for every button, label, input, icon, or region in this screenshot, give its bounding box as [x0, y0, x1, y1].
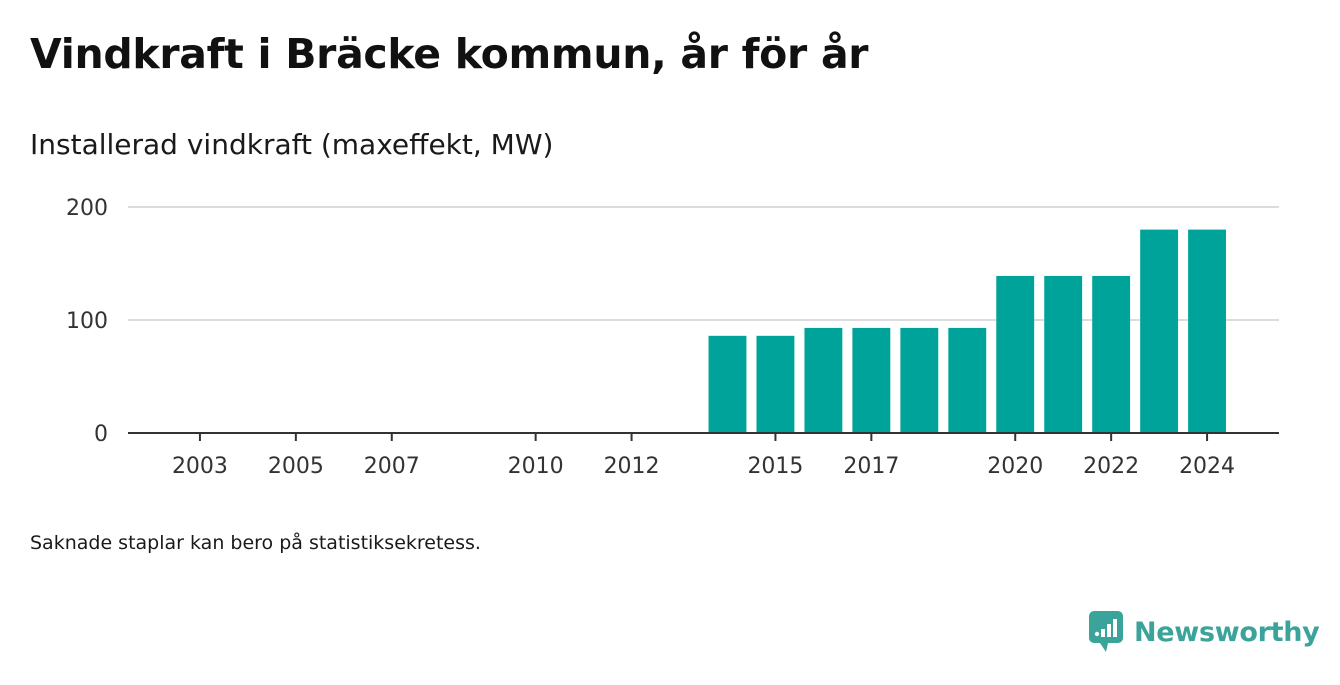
x-tick-label: 2007 [364, 454, 420, 479]
x-tick-label: 2020 [987, 454, 1043, 479]
x-tick-label: 2024 [1179, 454, 1235, 479]
bar [948, 327, 987, 433]
x-tick-label: 2005 [268, 454, 324, 479]
bar [900, 327, 939, 433]
x-tick-label: 2003 [172, 454, 228, 479]
bar [756, 335, 795, 433]
bar-chart: 0 100 200 2003 2005 2007 2010 2012 2015 2017 2020 2… [66, 196, 1279, 479]
brand-name: Newsworthy [1134, 616, 1320, 648]
bar [1044, 275, 1083, 433]
x-tick-label: 2010 [508, 454, 564, 479]
bar [1140, 229, 1179, 433]
brand-logo: Newsworthy [1088, 610, 1320, 654]
chart-title: Vindkraft i Bräcke kommun, år för år [30, 30, 869, 78]
y-tick-label: 0 [94, 422, 108, 447]
bar [708, 335, 747, 433]
bar [1092, 275, 1131, 433]
bar [852, 327, 891, 433]
y-tick-label: 100 [66, 309, 108, 334]
bar [996, 275, 1035, 433]
y-tick-label: 200 [66, 196, 108, 221]
x-tick-label: 2012 [604, 454, 660, 479]
bar [1188, 229, 1227, 433]
footnote: Saknade staplar kan bero på statistiksek… [30, 532, 481, 554]
x-tick-label: 2022 [1083, 454, 1139, 479]
chart-subtitle: Installerad vindkraft (maxeffekt, MW) [30, 128, 554, 161]
newsworthy-logo-icon [1089, 611, 1123, 652]
x-tick-label: 2015 [747, 454, 803, 479]
bar [804, 327, 843, 433]
x-tick-label: 2017 [843, 454, 899, 479]
